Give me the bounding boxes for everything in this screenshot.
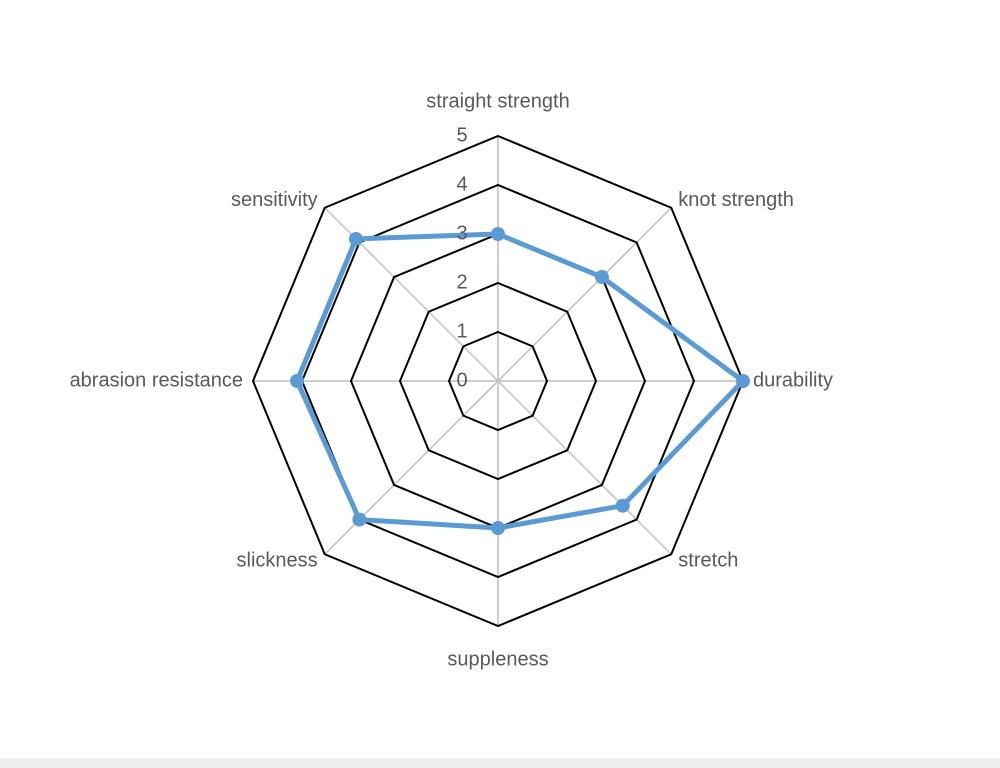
data-point (352, 512, 367, 527)
grid (251, 134, 745, 628)
data-point (491, 227, 505, 241)
tick-label: 4 (456, 173, 467, 195)
tick-label: 5 (456, 124, 467, 146)
grid-ring (398, 281, 598, 481)
data-point (290, 374, 305, 388)
category-label: suppleness (447, 648, 548, 670)
tick-label: 2 (456, 271, 467, 293)
labels: 0 1 2 3 4 5 straight strength knot strength dura… (70, 90, 833, 670)
data-point (736, 374, 750, 388)
tick-label: 1 (456, 320, 467, 342)
plot (290, 227, 750, 535)
spoke (497, 380, 672, 555)
spoke (324, 380, 499, 555)
grid-ring (300, 183, 696, 579)
category-label: slickness (237, 550, 318, 572)
category-label: sensitivity (231, 189, 318, 211)
data-point (594, 270, 609, 285)
tick-label: 3 (456, 222, 467, 244)
category-label: durability (753, 369, 833, 391)
grid-ring (447, 330, 549, 432)
category-label: straight strength (426, 90, 569, 112)
grid-ring (251, 134, 745, 628)
category-label: abrasion resistance (70, 369, 243, 391)
bottom-bar (0, 758, 1000, 768)
tick-label: 0 (456, 369, 467, 391)
data-point (348, 231, 363, 246)
category-label: knot strength (678, 189, 794, 211)
spoke (497, 207, 672, 382)
category-label: stretch (678, 550, 738, 572)
data-point (615, 498, 630, 513)
data-point (491, 521, 505, 535)
